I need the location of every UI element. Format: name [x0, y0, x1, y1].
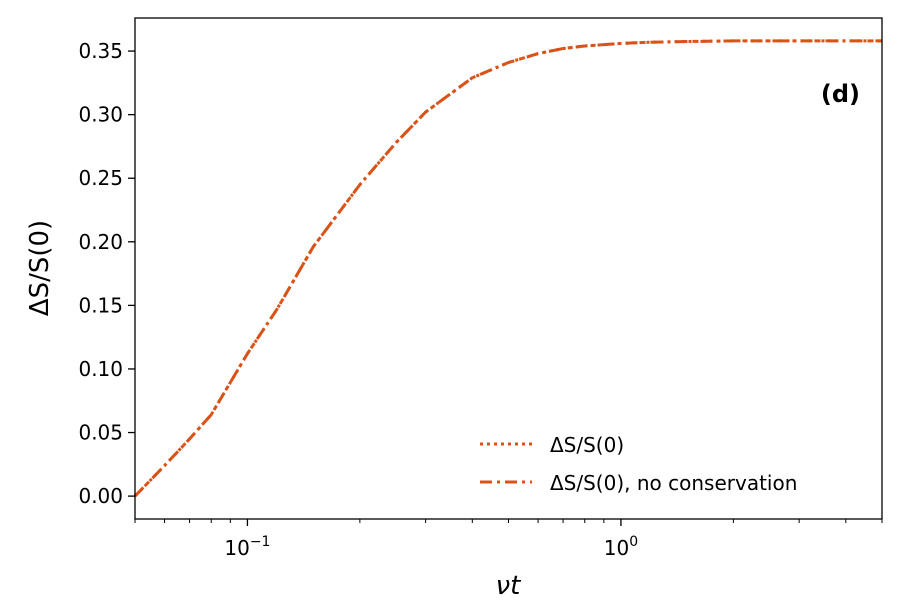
plot-frame [134, 17, 883, 520]
y-axis-label: ΔS/S(0) [25, 220, 55, 316]
series-layer [133, 39, 882, 498]
x-axis-label: νt [496, 571, 522, 600]
legend: ΔS/S(0) ΔS/S(0), no conservation [480, 433, 797, 495]
legend-label-0: ΔS/S(0) [550, 433, 624, 457]
x-tick-label: 10−1 [224, 534, 270, 560]
legend-label-1-suffix: , no conservation [624, 471, 797, 495]
legend-label-0-main: ΔS/S(0) [550, 433, 624, 457]
y-tick-label: 0.35 [78, 39, 123, 63]
y-tick-label: 0.25 [78, 166, 123, 190]
x-tick-label: 100 [604, 534, 638, 560]
panel-label: (d) [821, 80, 860, 108]
y-tick-label: 0.00 [78, 484, 123, 508]
legend-label-1: ΔS/S(0), no conservation [550, 471, 797, 495]
y-tick-label: 0.30 [78, 103, 123, 127]
y-tick-label: 0.05 [78, 421, 123, 445]
y-tick-label: 0.10 [78, 357, 123, 381]
y-tick-label: 0.15 [78, 293, 123, 317]
series-line-1 [133, 39, 882, 498]
ticks-layer: 0.00 0.05 0.10 0.15 0.20 0.25 0.30 0.35 10−1 100 [78, 39, 883, 560]
y-tick-label: 0.20 [78, 230, 123, 254]
legend-label-1-main: ΔS/S(0) [550, 471, 624, 495]
series-line-0 [133, 39, 882, 498]
